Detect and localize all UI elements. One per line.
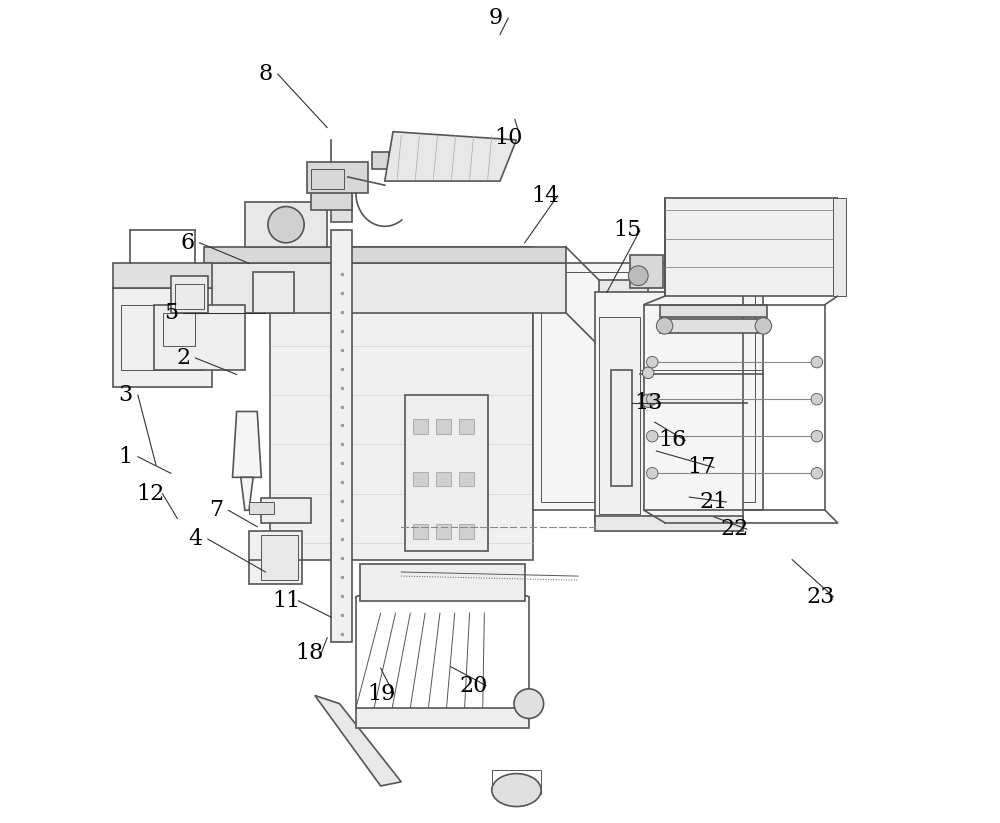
Bar <box>204 247 566 263</box>
Bar <box>311 181 352 210</box>
Bar <box>331 169 352 222</box>
Circle shape <box>414 446 427 459</box>
Bar <box>171 276 208 313</box>
Bar <box>270 247 533 560</box>
Text: 20: 20 <box>459 675 488 696</box>
Bar <box>413 524 428 539</box>
Text: 14: 14 <box>531 185 559 207</box>
Text: 15: 15 <box>613 220 642 241</box>
Circle shape <box>656 318 673 334</box>
Bar <box>360 564 525 601</box>
Circle shape <box>755 318 772 334</box>
Text: 6: 6 <box>180 232 194 253</box>
Circle shape <box>642 394 655 407</box>
Text: 12: 12 <box>136 483 164 504</box>
Bar <box>595 516 743 531</box>
Bar <box>261 498 311 523</box>
Polygon shape <box>261 535 298 580</box>
Circle shape <box>514 689 544 718</box>
Bar <box>459 419 474 434</box>
Circle shape <box>642 367 654 379</box>
Ellipse shape <box>698 218 763 243</box>
Bar <box>204 263 566 313</box>
Bar <box>154 305 245 370</box>
Bar <box>833 198 846 296</box>
Text: 9: 9 <box>489 7 503 29</box>
Bar <box>331 230 352 642</box>
Circle shape <box>268 207 304 243</box>
Bar <box>436 472 451 486</box>
Text: 18: 18 <box>295 642 323 663</box>
Bar <box>113 263 212 288</box>
Text: 23: 23 <box>807 586 835 607</box>
Bar <box>436 524 451 539</box>
Circle shape <box>811 393 823 405</box>
Circle shape <box>437 499 450 512</box>
Bar <box>644 305 825 510</box>
Bar <box>311 169 344 189</box>
Bar <box>630 255 663 288</box>
Bar <box>372 152 389 169</box>
Circle shape <box>437 446 450 459</box>
Bar <box>249 502 274 514</box>
Bar <box>163 313 195 346</box>
Bar <box>533 263 763 510</box>
Polygon shape <box>385 132 516 181</box>
Circle shape <box>628 266 648 286</box>
Bar <box>436 419 451 434</box>
Polygon shape <box>315 695 401 786</box>
Text: 11: 11 <box>272 590 300 611</box>
Polygon shape <box>233 412 261 477</box>
Bar <box>413 472 428 486</box>
Bar <box>113 288 212 387</box>
Text: 10: 10 <box>494 128 522 149</box>
Text: 2: 2 <box>176 347 190 369</box>
Text: 1: 1 <box>118 446 133 467</box>
Bar <box>541 272 755 502</box>
Bar <box>459 524 474 539</box>
Circle shape <box>646 430 658 442</box>
Text: 5: 5 <box>164 302 178 323</box>
Circle shape <box>646 356 658 368</box>
Text: 17: 17 <box>688 457 716 478</box>
Bar <box>413 419 428 434</box>
Circle shape <box>460 499 473 512</box>
Polygon shape <box>241 477 253 510</box>
Text: 22: 22 <box>720 518 749 540</box>
Bar <box>307 162 368 193</box>
Text: 8: 8 <box>258 63 273 85</box>
Text: 19: 19 <box>367 683 396 704</box>
Circle shape <box>646 393 658 405</box>
Bar <box>121 305 204 370</box>
Bar <box>249 531 302 584</box>
Bar <box>492 770 541 794</box>
Circle shape <box>811 430 823 442</box>
Circle shape <box>646 467 658 479</box>
Bar <box>595 292 743 523</box>
Text: 13: 13 <box>634 393 662 414</box>
Bar <box>599 280 648 346</box>
Bar <box>599 317 640 514</box>
Circle shape <box>414 499 427 512</box>
Text: 21: 21 <box>700 491 728 513</box>
Bar <box>245 202 327 247</box>
Text: 3: 3 <box>118 384 133 406</box>
Text: 16: 16 <box>659 430 687 451</box>
Bar <box>665 198 837 296</box>
Bar <box>459 472 474 486</box>
Bar <box>253 272 294 313</box>
Circle shape <box>811 467 823 479</box>
Text: 7: 7 <box>209 500 223 521</box>
Bar <box>660 319 767 333</box>
Bar <box>175 284 204 309</box>
Bar <box>356 708 529 728</box>
Bar <box>405 395 488 551</box>
Circle shape <box>460 446 473 459</box>
Text: 4: 4 <box>188 528 203 550</box>
Bar <box>660 305 767 317</box>
Ellipse shape <box>492 774 541 807</box>
Bar <box>611 370 632 486</box>
Circle shape <box>811 356 823 368</box>
